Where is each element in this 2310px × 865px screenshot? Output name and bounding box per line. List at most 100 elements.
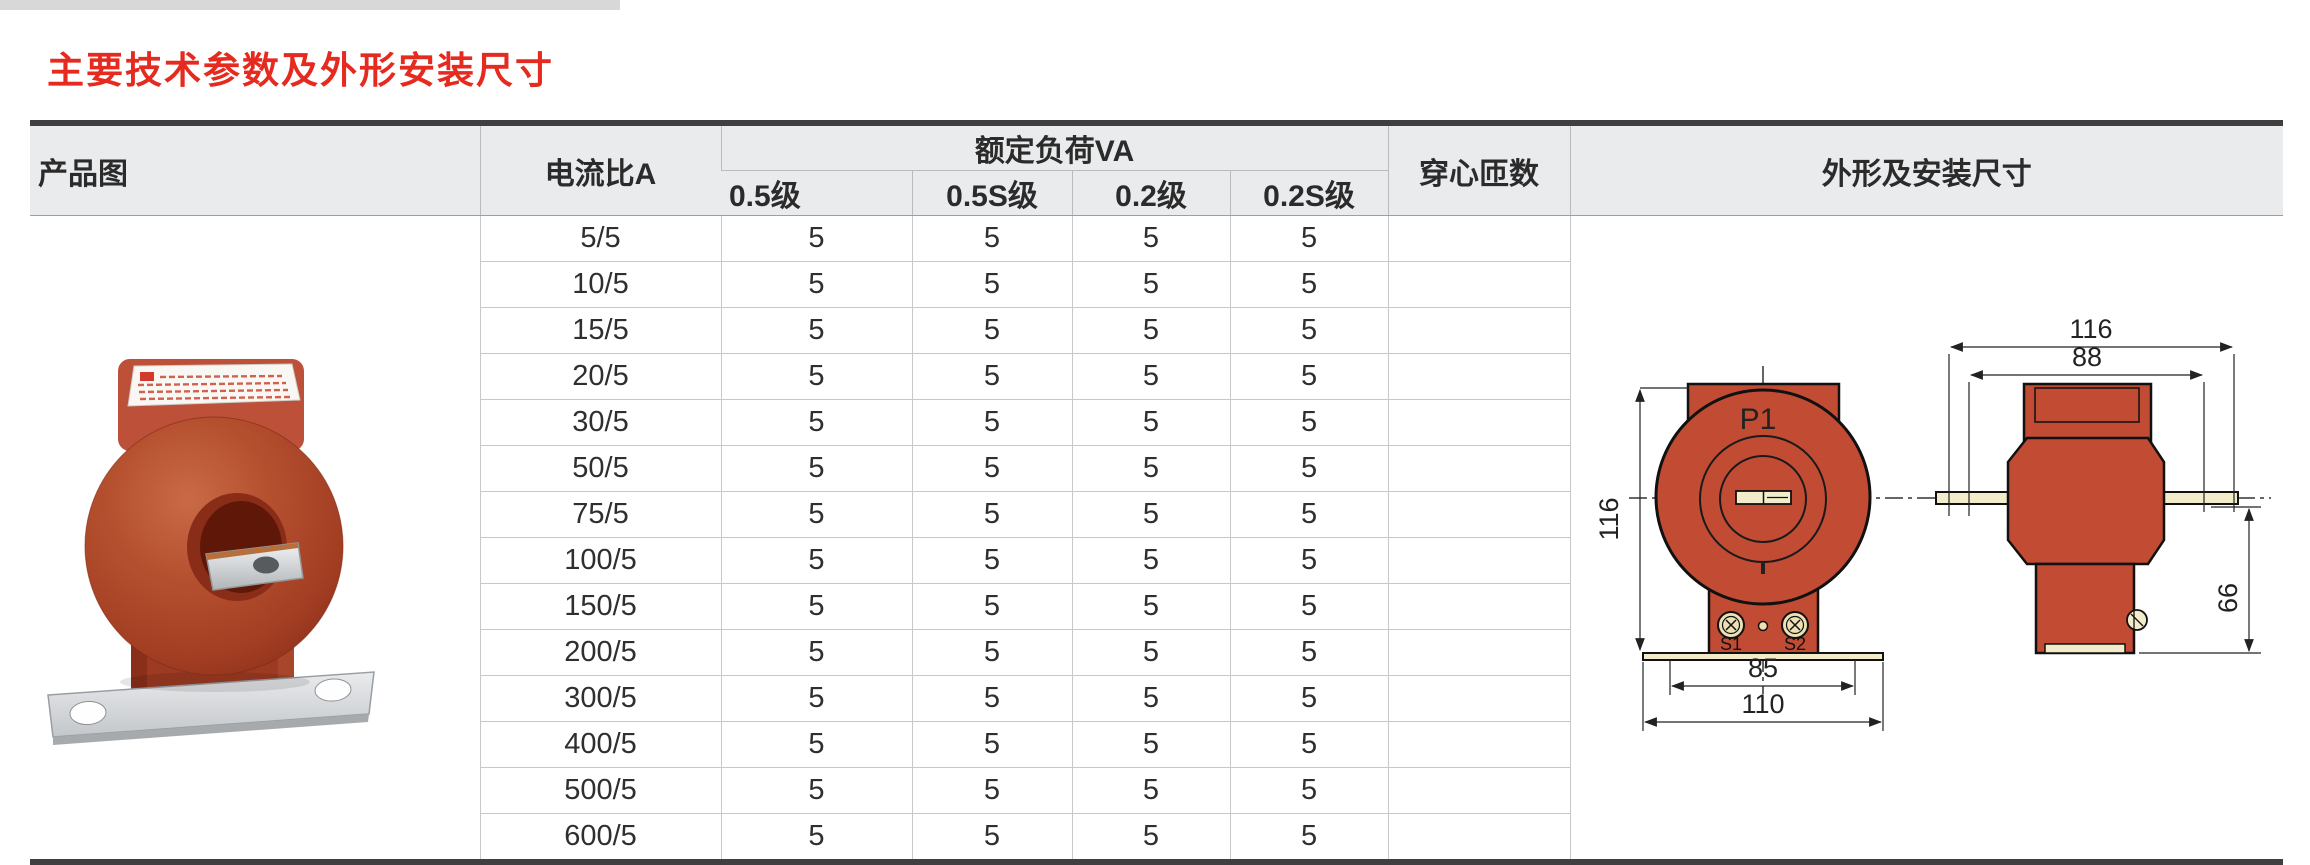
load-0p5s-cell: 5 xyxy=(911,215,1072,262)
table-row: 75/5 5 5 5 5 xyxy=(30,491,2283,538)
load-0p5-cell: 5 xyxy=(720,215,912,262)
table-row: 500/5 5 5 5 5 xyxy=(30,767,2283,814)
load-0p2-cell: 5 xyxy=(1071,675,1230,722)
col-header-class-0p5: 0.5级 xyxy=(721,170,912,216)
current-ratio-cell: 200/5 xyxy=(479,629,721,676)
load-0p2-cell: 5 xyxy=(1071,813,1230,862)
load-0p2s-cell: 5 xyxy=(1229,215,1389,262)
load-0p2-cell: 5 xyxy=(1071,629,1230,676)
photo-base-plate xyxy=(47,671,375,745)
dimension-drawing-cell: P1 S1 S2 xyxy=(1569,215,2284,862)
load-0p2s-cell: 5 xyxy=(1229,491,1389,538)
load-0p5-cell: 5 xyxy=(720,721,912,768)
page-title: 主要技术参数及外形安装尺寸 xyxy=(47,50,554,91)
load-0p5-cell: 5 xyxy=(720,583,912,630)
side-dim-inner-width xyxy=(1967,370,2205,516)
load-0p2-cell: 5 xyxy=(1071,353,1230,400)
load-0p2s-cell: 5 xyxy=(1229,767,1389,814)
front-dim-base-width xyxy=(1641,662,1884,731)
side-view: 116 88 66 xyxy=(1934,314,2261,655)
turns-cell xyxy=(1387,721,1571,768)
photo-mount-hole-right xyxy=(314,678,352,702)
load-0p2s-cell: 5 xyxy=(1229,583,1389,630)
product-photo xyxy=(47,359,375,745)
front-base-plate xyxy=(1641,652,1884,661)
table-row: 20/5 5 5 5 5 xyxy=(30,353,2283,400)
turns-cell xyxy=(1387,675,1571,722)
col-header-turns: 穿心匝数 xyxy=(1387,123,1571,216)
side-mid-body xyxy=(2006,436,2165,566)
current-ratio-cell: 100/5 xyxy=(479,537,721,584)
svg-text:88: 88 xyxy=(2071,342,2101,372)
current-ratio-cell: 50/5 xyxy=(479,445,721,492)
side-bottom-box xyxy=(2034,562,2135,655)
load-0p5-cell: 5 xyxy=(720,353,912,400)
load-0p2-cell: 5 xyxy=(1071,399,1230,446)
load-0p2s-cell: 5 xyxy=(1229,261,1389,308)
col-header-rated-load: 额定负荷VA xyxy=(720,123,1389,171)
current-ratio-cell: 10/5 xyxy=(479,261,721,308)
table-row: 300/5 5 5 5 5 xyxy=(30,675,2283,722)
load-0p5-cell: 5 xyxy=(720,261,912,308)
load-0p5s-cell: 5 xyxy=(911,307,1072,354)
table-row: 5/5 5 5 5 5 P1 xyxy=(30,215,2284,862)
load-0p5-cell: 5 xyxy=(720,629,912,676)
col-header-class-0p2s: 0.2S级 xyxy=(1229,170,1389,216)
side-top-cap xyxy=(2022,382,2152,444)
side-screw xyxy=(2125,609,2148,631)
table-header: 产品图 电流比A 额定负荷VA 穿心匝数 外形及安装尺寸 0.5级 0.5S级 … xyxy=(30,123,2284,216)
load-0p5-cell: 5 xyxy=(720,767,912,814)
col-header-current-ratio: 电流比A xyxy=(479,123,721,216)
photo-busbar-tab xyxy=(205,542,304,591)
table-row: 30/5 5 5 5 5 xyxy=(30,399,2283,446)
front-terminal-s1 xyxy=(1716,611,1745,639)
load-0p2s-cell: 5 xyxy=(1229,399,1389,446)
load-0p2-cell: 5 xyxy=(1071,583,1230,630)
turns-cell xyxy=(1387,215,1571,262)
turns-cell xyxy=(1387,583,1571,630)
load-0p5s-cell: 5 xyxy=(911,675,1072,722)
current-ratio-cell: 20/5 xyxy=(479,353,721,400)
photo-mount-hole-left xyxy=(69,700,107,726)
front-label-p1: P1 xyxy=(1739,403,1776,436)
load-0p5-cell: 5 xyxy=(720,307,912,354)
load-0p5s-cell: 5 xyxy=(911,445,1072,492)
load-0p5s-cell: 5 xyxy=(911,537,1072,584)
load-0p5s-cell: 5 xyxy=(911,583,1072,630)
load-0p2s-cell: 5 xyxy=(1229,721,1389,768)
load-0p2s-cell: 5 xyxy=(1229,537,1389,584)
turns-cell xyxy=(1387,261,1571,308)
load-0p5-cell: 5 xyxy=(720,491,912,538)
load-0p5-cell: 5 xyxy=(720,537,912,584)
product-photo-cell xyxy=(30,215,480,862)
front-terminal-s2 xyxy=(1780,611,1809,639)
load-0p2-cell: 5 xyxy=(1071,307,1230,354)
side-dim-total-width xyxy=(1947,342,2235,516)
load-0p5s-cell: 5 xyxy=(911,767,1072,814)
table-row: 150/5 5 5 5 5 xyxy=(30,583,2283,630)
current-ratio-cell: 150/5 xyxy=(479,583,721,630)
side-dim-lower-height xyxy=(2138,506,2261,654)
current-ratio-cell: 500/5 xyxy=(479,767,721,814)
load-0p5s-cell: 5 xyxy=(911,261,1072,308)
turns-cell xyxy=(1387,629,1571,676)
col-header-class-0p2: 0.2级 xyxy=(1071,170,1230,216)
turns-cell xyxy=(1387,767,1571,814)
load-0p5s-cell: 5 xyxy=(911,813,1072,862)
current-ratio-cell: 400/5 xyxy=(479,721,721,768)
current-ratio-cell: 15/5 xyxy=(479,307,721,354)
load-0p2-cell: 5 xyxy=(1071,215,1230,262)
current-ratio-cell: 300/5 xyxy=(479,675,721,722)
col-header-dimensions: 外形及安装尺寸 xyxy=(1569,123,2284,216)
front-view: P1 S1 S2 xyxy=(1594,366,1884,731)
spec-table: 产品图 电流比A 额定负荷VA 穿心匝数 外形及安装尺寸 0.5级 0.5S级 … xyxy=(30,120,2284,865)
load-0p2-cell: 5 xyxy=(1071,445,1230,492)
col-header-product-image: 产品图 xyxy=(30,123,480,216)
load-0p2-cell: 5 xyxy=(1071,537,1230,584)
svg-text:85: 85 xyxy=(1747,653,1777,683)
load-0p5-cell: 5 xyxy=(720,445,912,492)
svg-text:116: 116 xyxy=(1594,497,1624,540)
load-0p2-cell: 5 xyxy=(1071,261,1230,308)
turns-cell xyxy=(1387,399,1571,446)
load-0p5s-cell: 5 xyxy=(911,629,1072,676)
